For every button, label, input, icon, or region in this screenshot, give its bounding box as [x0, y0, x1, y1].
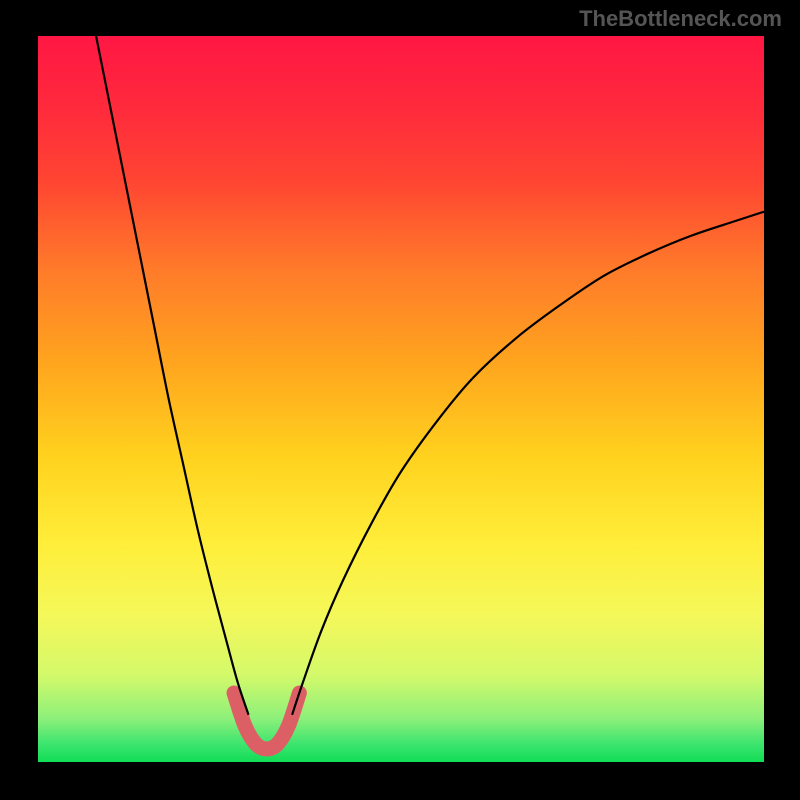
chart-svg	[38, 36, 764, 762]
curve-left-branch	[96, 36, 248, 715]
watermark-text: TheBottleneck.com	[579, 6, 782, 32]
chart-frame	[0, 0, 800, 800]
curve-right-branch	[292, 212, 764, 715]
chart-plot-area	[38, 36, 764, 762]
